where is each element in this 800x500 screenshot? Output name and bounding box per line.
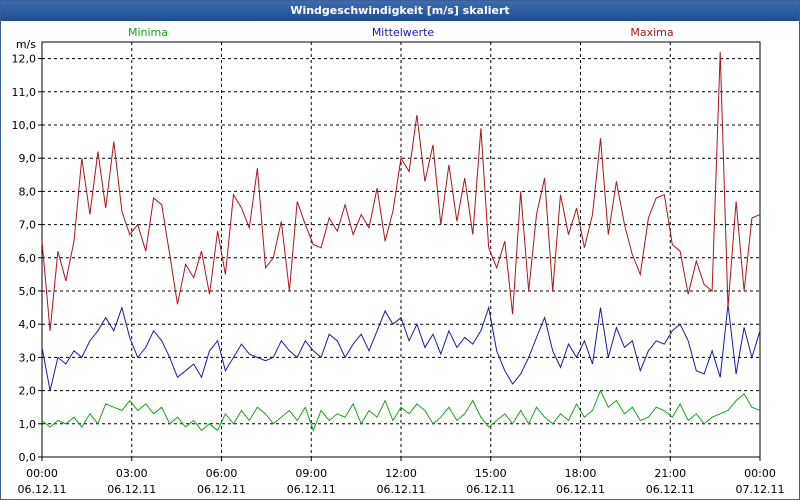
y-tick-label: 10,0	[12, 119, 37, 132]
y-tick-label: 5,0	[19, 285, 37, 298]
series-line-mittelwerte	[41, 304, 761, 391]
x-tick-time: 15:00	[475, 467, 507, 480]
y-tick-label: 12,0	[12, 53, 37, 66]
x-tick-time: 00:00	[26, 467, 58, 480]
y-tick-label: 1,0	[19, 418, 37, 431]
y-tick-label: 4,0	[19, 318, 37, 331]
series-line-minima	[41, 389, 761, 432]
x-tick-time: 06:00	[206, 467, 238, 480]
x-tick-date: 06.12.11	[646, 483, 695, 496]
x-tick-date: 07.12.11	[736, 483, 785, 496]
x-tick-date: 06.12.11	[197, 483, 246, 496]
window-title: Windgeschwindigkeit [m/s] skaliert	[1, 1, 799, 21]
x-tick-time: 03:00	[116, 467, 148, 480]
x-tick-date: 06.12.11	[107, 483, 156, 496]
y-tick-label: 7,0	[19, 219, 37, 232]
y-axis-unit: m/s	[16, 38, 36, 51]
x-tick-time: 00:00	[744, 467, 776, 480]
plot-frame	[41, 41, 761, 458]
legend-minima: Minima	[128, 26, 168, 39]
y-tick-label: 11,0	[12, 86, 37, 99]
legend-maxima: Maxima	[630, 26, 673, 39]
series-line-maxima	[41, 51, 761, 331]
y-tick-label: 9,0	[19, 152, 37, 165]
legend-mittelwerte: Mittelwerte	[372, 26, 435, 39]
x-tick-date: 06.12.11	[18, 483, 67, 496]
y-tick-label: 0,0	[19, 451, 37, 464]
x-tick-date: 06.12.11	[556, 483, 605, 496]
x-tick-time: 09:00	[295, 467, 327, 480]
x-tick-time: 12:00	[385, 467, 417, 480]
y-tick-label: 2,0	[19, 385, 37, 398]
x-tick-date: 06.12.11	[287, 483, 336, 496]
x-tick-date: 06.12.11	[466, 483, 515, 496]
y-tick-label: 6,0	[19, 252, 37, 265]
x-tick-time: 21:00	[654, 467, 686, 480]
wind-speed-chart: 0,0 1,0 2,0 3,0 4,0 5,0 6,0 7,0 8,0 9,0 10,0 11,0 12…	[12, 26, 785, 496]
x-tick-date: 06.12.11	[377, 483, 426, 496]
x-tick-time: 18:00	[565, 467, 597, 480]
y-tick-label: 8,0	[19, 185, 37, 198]
y-tick-label: 3,0	[19, 351, 37, 364]
